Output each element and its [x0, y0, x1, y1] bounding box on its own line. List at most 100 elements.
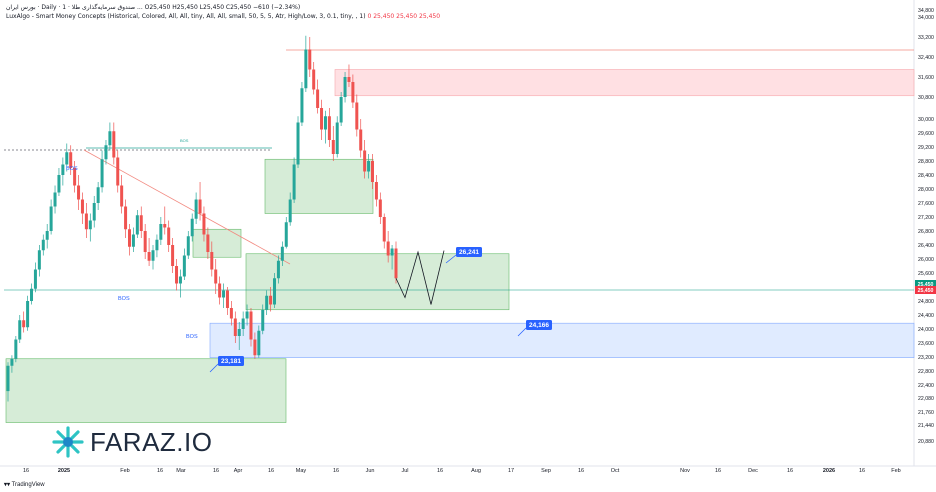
- candle-body: [135, 215, 139, 235]
- candle-body: [30, 288, 34, 301]
- candle-body: [265, 295, 269, 310]
- candle-body: [73, 168, 77, 186]
- candle-body: [312, 69, 316, 90]
- candle-body: [159, 224, 163, 240]
- candle-body: [175, 266, 179, 284]
- candle-body: [304, 49, 308, 89]
- x-tick-label: Sep: [541, 468, 551, 474]
- candle-body: [33, 269, 37, 289]
- candle-body: [18, 320, 22, 340]
- candle-body: [339, 97, 343, 123]
- tradingview-brand: TradingView: [11, 482, 45, 488]
- y-tick-label: 24,800: [918, 299, 934, 305]
- price-label-text: 25,450: [918, 282, 934, 288]
- candle-body: [374, 182, 378, 200]
- x-tick-label: 16: [23, 468, 29, 474]
- price-label-text: 25,450: [918, 288, 934, 294]
- x-tick-label: Feb: [120, 468, 129, 474]
- candle-body: [355, 102, 359, 130]
- candle-body: [151, 250, 155, 261]
- target-pointer: [209, 363, 219, 373]
- tradingview-logo-icon: ▾▾: [4, 482, 11, 488]
- candle-body: [167, 227, 171, 245]
- candle-body: [116, 157, 120, 186]
- x-tick-label: 17: [508, 468, 514, 474]
- x-tick-label: 2026: [823, 468, 835, 474]
- candle-body: [225, 290, 229, 308]
- candle-body: [202, 213, 206, 235]
- candle-body: [347, 77, 351, 82]
- candle-body: [37, 250, 41, 270]
- y-tick-label: 22,800: [918, 369, 934, 375]
- candle-body: [273, 278, 277, 305]
- candle-body: [61, 164, 65, 175]
- candle-body: [222, 290, 226, 298]
- x-tick-label: Mar: [176, 468, 186, 474]
- x-tick-label: 16: [333, 468, 339, 474]
- candle-body: [386, 241, 390, 256]
- x-tick-label: Nov: [680, 468, 690, 474]
- x-tick-label: May: [296, 468, 307, 474]
- candle-body: [288, 199, 292, 223]
- y-tick-label: 25,600: [918, 271, 934, 277]
- candle-body: [198, 199, 202, 214]
- y-tick-label: 24,400: [918, 313, 934, 319]
- x-tick-label: Jul: [401, 468, 408, 474]
- x-tick-label: 16: [437, 468, 443, 474]
- candle-body: [96, 187, 100, 203]
- candle-body: [351, 82, 355, 103]
- candle-body: [382, 217, 386, 242]
- x-tick-label: 16: [715, 468, 721, 474]
- y-tick-label: 20,880: [918, 439, 934, 445]
- candle-body: [139, 215, 143, 231]
- bos-label: BOS: [186, 334, 198, 340]
- faraz-logo-icon: [52, 426, 84, 458]
- y-tick-label: 31,600: [918, 75, 934, 81]
- candle-body: [249, 311, 253, 340]
- y-tick-label: 34,000: [918, 15, 934, 21]
- faraz-watermark: FARAZ.IO: [52, 426, 212, 458]
- candle-body: [77, 185, 81, 200]
- candle-body: [241, 318, 245, 329]
- candle-body: [257, 330, 261, 356]
- tradingview-footer[interactable]: ▾▾ TradingView: [4, 481, 45, 488]
- candle-body: [80, 199, 84, 214]
- y-tick-label: 30,800: [918, 95, 934, 101]
- target-label-text: 23,181: [221, 358, 241, 365]
- y-tick-label: 27,600: [918, 201, 934, 207]
- y-tick-label: 29,600: [918, 131, 934, 137]
- watermark-text: FARAZ.IO: [90, 426, 213, 457]
- candle-body: [206, 234, 210, 252]
- target-pointer: [517, 327, 527, 337]
- y-tick-label: 30,000: [918, 117, 934, 123]
- candle-body: [218, 283, 222, 298]
- target-pointer: [445, 254, 457, 264]
- candle-body: [84, 213, 88, 230]
- x-tick-label: 16: [859, 468, 865, 474]
- y-tick-label: 33,200: [918, 35, 934, 41]
- candle-body: [69, 152, 73, 168]
- y-tick-label: 23,200: [918, 355, 934, 361]
- candle-body: [171, 245, 175, 266]
- x-tick-label: 16: [787, 468, 793, 474]
- candle-body: [308, 49, 312, 70]
- y-tick-label: 28,000: [918, 187, 934, 193]
- y-tick-label: 28,400: [918, 173, 934, 179]
- y-tick-label: 21,760: [918, 410, 934, 416]
- x-tick-label: 16: [578, 468, 584, 474]
- y-tick-label: 26,000: [918, 257, 934, 263]
- y-tick-label: 34,800: [918, 8, 934, 14]
- candle-body: [190, 218, 194, 237]
- y-tick-label: 28,800: [918, 159, 934, 165]
- candle-body: [143, 231, 147, 252]
- y-tick-label: 21,440: [918, 423, 934, 429]
- candle-body: [14, 339, 18, 359]
- y-tick-label: 23,600: [918, 341, 934, 347]
- candle-body: [210, 252, 214, 270]
- candle-body: [327, 116, 331, 140]
- candle-body: [57, 175, 61, 193]
- candle-body: [92, 203, 96, 221]
- candle-body: [26, 301, 30, 328]
- candle-body: [269, 295, 273, 305]
